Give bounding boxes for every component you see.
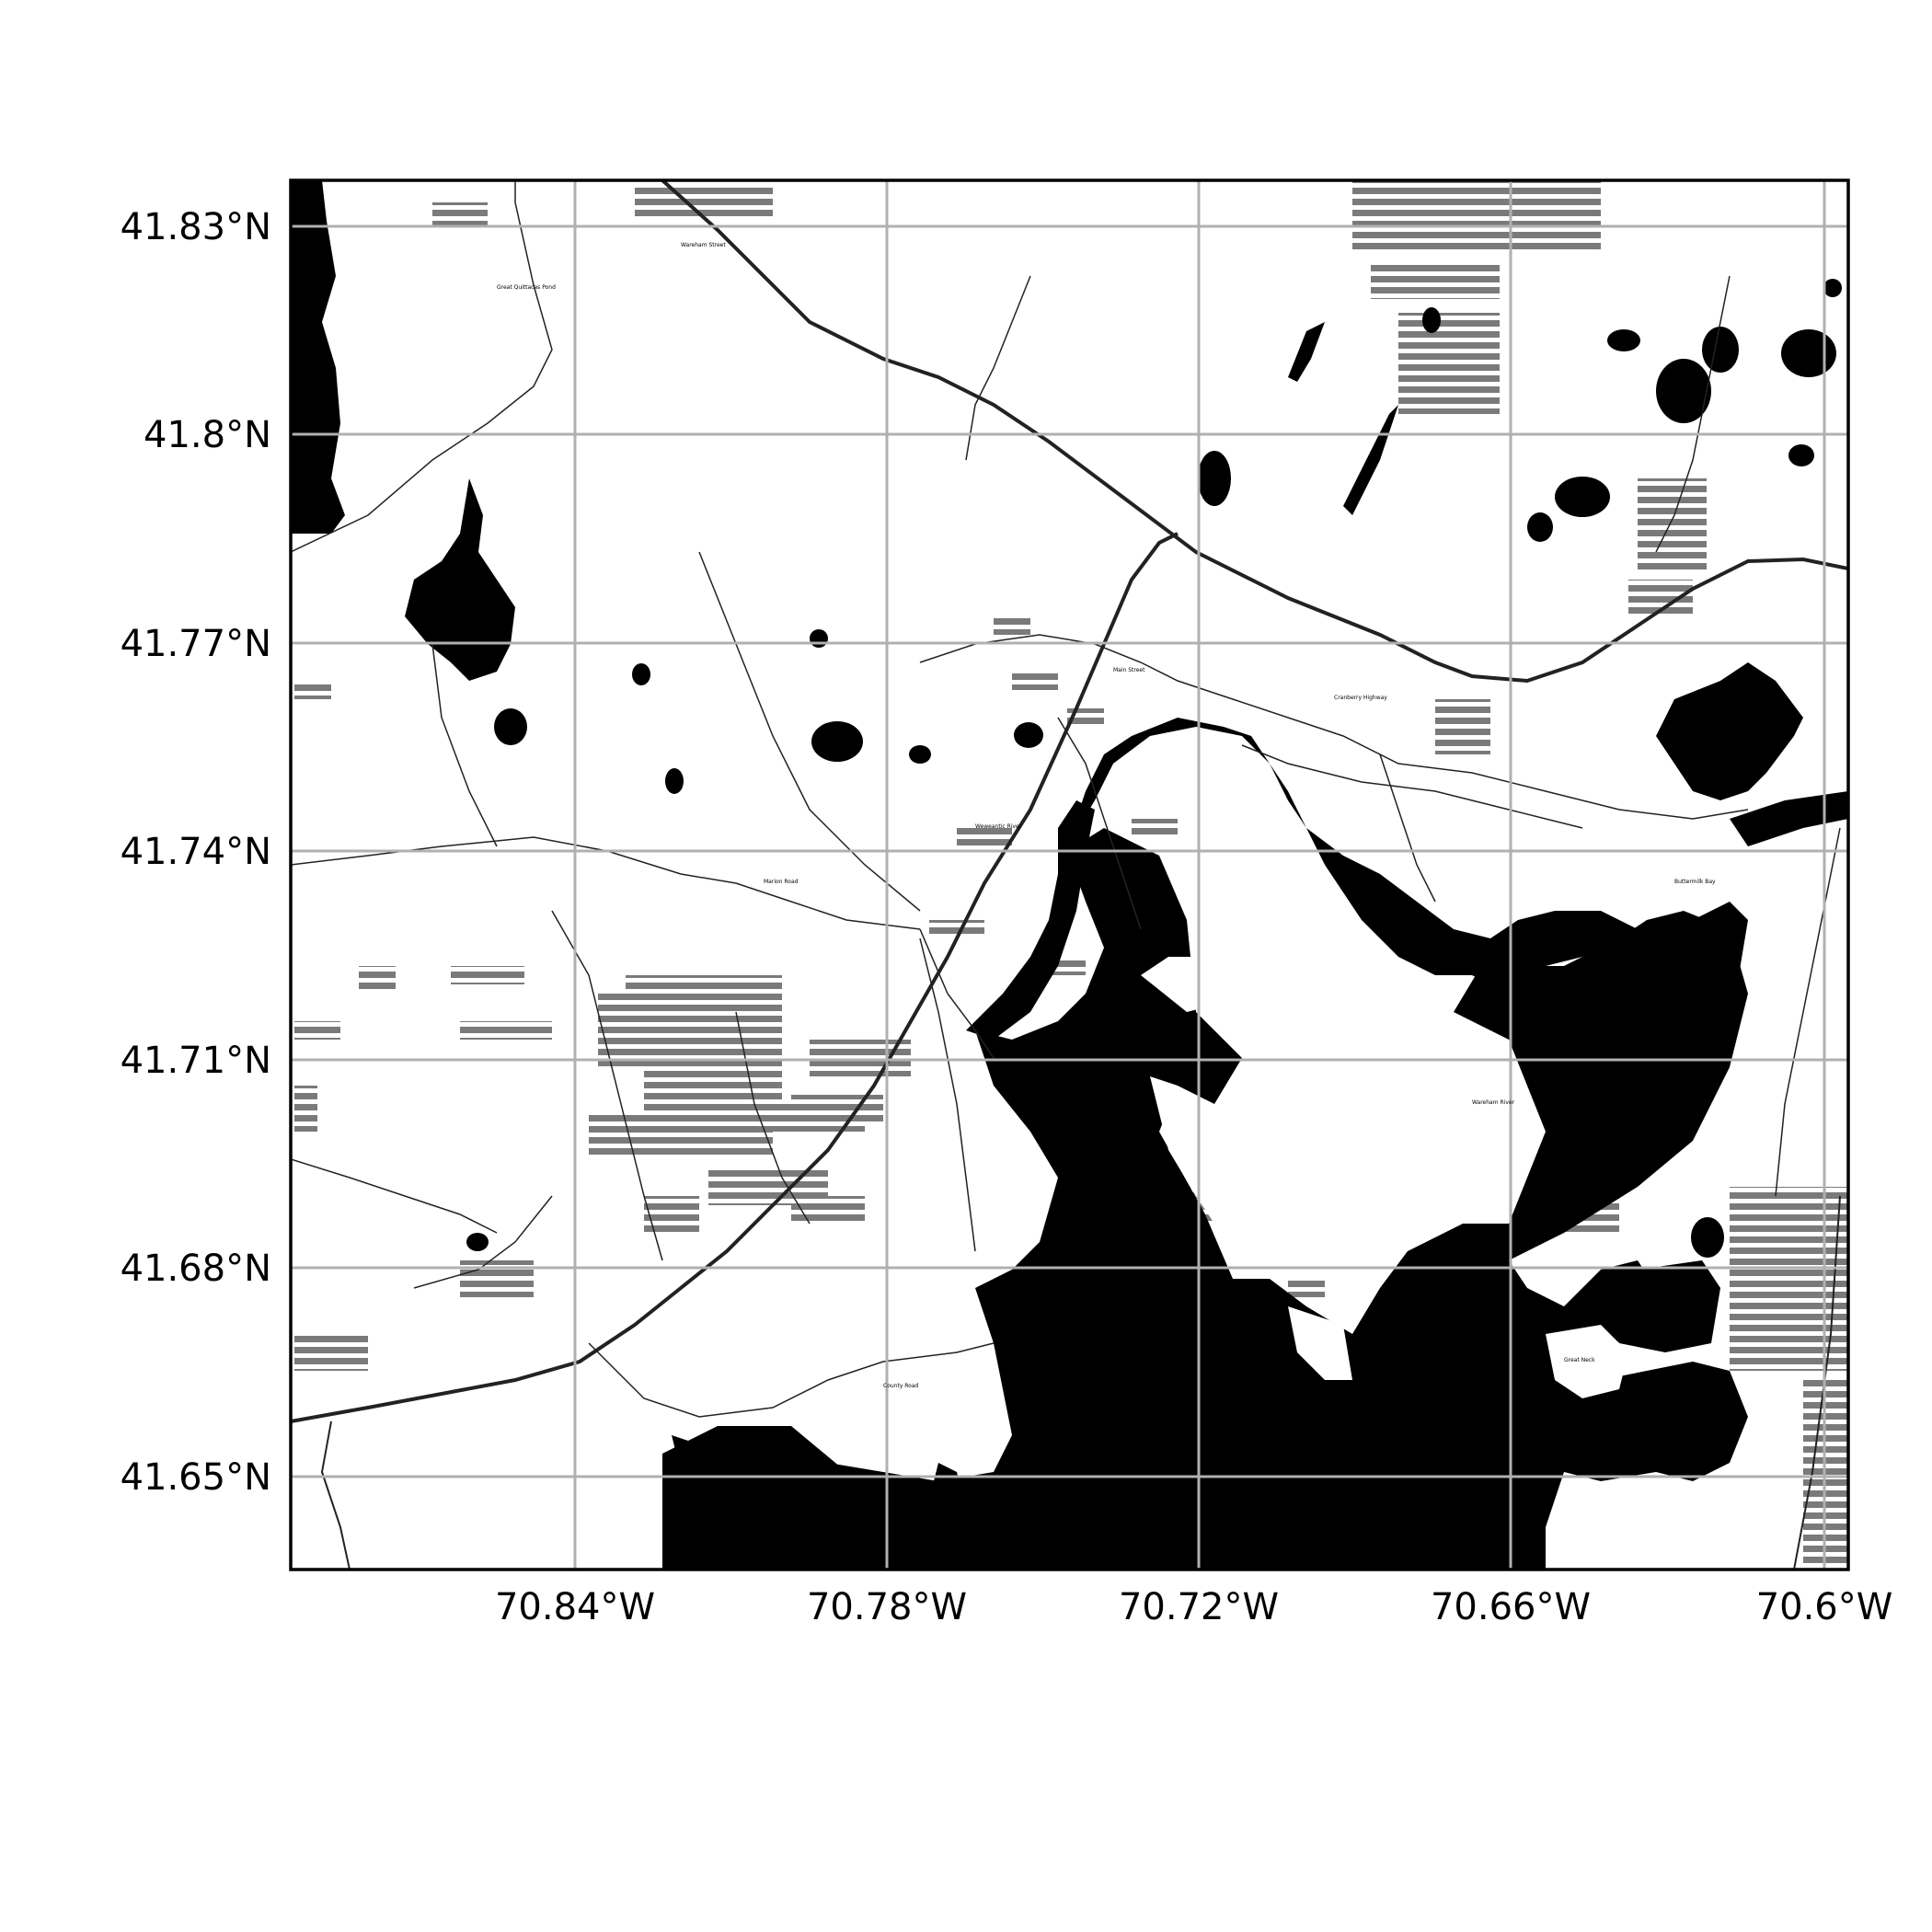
ne-stream-pond-2 — [1343, 405, 1398, 515]
y-axis-labels: 41.83°N 41.8°N 41.77°N 41.74°N 41.71°N 4… — [121, 206, 271, 1499]
y-tick-label: 41.68°N — [121, 1248, 271, 1290]
snipatuit-pond — [811, 721, 863, 762]
ne-pond-9 — [1527, 512, 1553, 542]
place-label: Great Quittacas Pond — [497, 284, 556, 291]
ne-stream-pond — [1288, 322, 1325, 382]
ne-pond-2 — [1656, 359, 1711, 423]
y-tick-label: 41.77°N — [121, 623, 271, 665]
place-label: Marion Road — [764, 879, 799, 885]
y-tick-label: 41.71°N — [121, 1040, 271, 1082]
y-tick-label: 41.65°N — [121, 1456, 271, 1499]
place-label: Snipatuit Pond — [821, 739, 861, 745]
x-tick-label: 70.84°W — [495, 1586, 655, 1628]
y-tick-label: 41.83°N — [121, 206, 271, 248]
x-tick-label: 70.78°W — [807, 1586, 967, 1628]
x-axis-labels: 70.84°W 70.78°W 70.72°W 70.66°W 70.6°W — [495, 1586, 1892, 1628]
peninsula-2 — [1288, 1306, 1352, 1380]
long-pond — [405, 478, 515, 681]
place-label: Onset Bay — [1730, 713, 1758, 719]
ne-pond-6 — [1788, 444, 1814, 466]
small-pond-3 — [494, 708, 527, 745]
small-pond-4 — [665, 768, 684, 794]
ne-pond-3 — [1702, 327, 1739, 373]
place-label: Great Neck — [1564, 1357, 1595, 1363]
small-pond-6 — [810, 629, 828, 648]
onset-bay-water — [1656, 662, 1803, 800]
place-label: Point Road — [1168, 1210, 1198, 1216]
east-inlet-water — [1693, 902, 1748, 1021]
peninsula-3 — [1546, 1325, 1628, 1398]
highways — [291, 180, 1848, 1570]
wareham-river-water — [1067, 718, 1638, 994]
place-label: Buttermilk Bay — [1674, 879, 1716, 885]
weweantic-river-water — [966, 800, 1095, 1040]
small-pond-8 — [1691, 1217, 1724, 1258]
small-pond-7 — [466, 1233, 489, 1251]
x-tick-label: 70.72°W — [1119, 1586, 1279, 1628]
place-label: Sippican Neck — [1049, 1063, 1088, 1069]
bay-south-water — [662, 1426, 920, 1570]
place-label: Weweantic River — [975, 823, 1022, 830]
west-edge-lake — [291, 180, 345, 534]
gridlines — [291, 180, 1848, 1570]
peninsula-1 — [1150, 1076, 1233, 1224]
x-tick-label: 70.6°W — [1756, 1586, 1893, 1628]
east-bay-lower — [1582, 1260, 1720, 1352]
place-label: Wareham Street — [681, 242, 726, 248]
ne-pond-10 — [1823, 279, 1842, 297]
bay-water — [662, 828, 1748, 1570]
ne-pond-5 — [1607, 329, 1640, 351]
ne-pond-1 — [1781, 329, 1836, 377]
place-label: Wareham River — [1472, 1099, 1515, 1106]
small-pond-1 — [1014, 722, 1043, 748]
ne-pond-8 — [1422, 307, 1441, 333]
ne-pond-4 — [1555, 477, 1610, 517]
cape-cod-canal-water — [1730, 791, 1848, 846]
map-content — [291, 180, 1848, 1570]
ne-pond-7 — [1198, 451, 1231, 506]
peninsula-4 — [1141, 957, 1233, 1012]
place-label: County Road — [883, 1383, 919, 1389]
small-pond-2 — [909, 745, 931, 764]
place-label: Main Street — [1113, 667, 1145, 673]
small-pond-5 — [632, 663, 650, 685]
place-label: Long Pond — [449, 603, 477, 609]
x-tick-label: 70.66°W — [1431, 1586, 1591, 1628]
wetland-areas — [294, 180, 1848, 1564]
y-tick-label: 41.74°N — [121, 831, 271, 873]
map-frame — [289, 178, 1850, 1571]
y-tick-label: 41.8°N — [144, 414, 271, 456]
place-label: Cranberry Highway — [1334, 695, 1387, 701]
place-labels: Wareham Street Cranberry Highway Main St… — [449, 242, 1758, 1389]
